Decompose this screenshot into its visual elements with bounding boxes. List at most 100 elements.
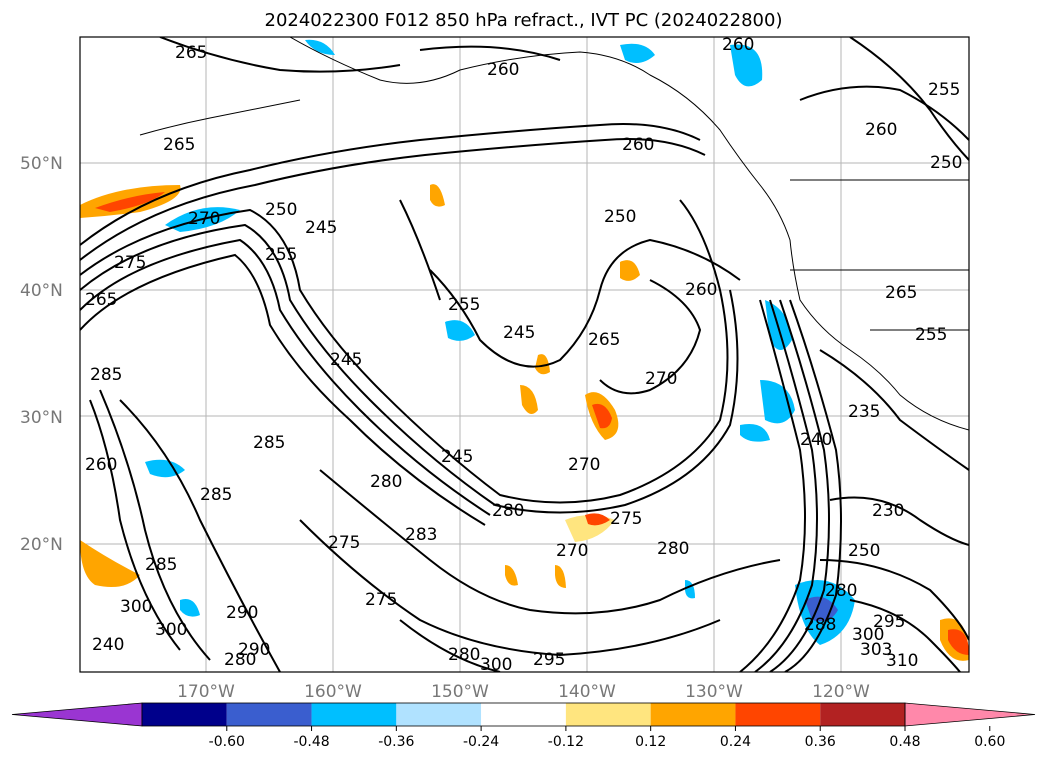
colorbar-tick-label: 0.12 — [635, 734, 666, 750]
colorbar-tick-label: -0.48 — [293, 734, 329, 750]
colorbar-tick-label: 0.24 — [720, 734, 751, 750]
contour-label: 250 — [604, 207, 636, 227]
contour-label: 250 — [930, 153, 962, 173]
contour-label: 280 — [370, 472, 402, 492]
longitude-labels: 170°W 160°W 150°W 140°W 130°W 120°W — [177, 682, 870, 702]
contour-label: 280 — [224, 650, 256, 670]
contour-label: 285 — [145, 555, 177, 575]
contour-label: 265 — [588, 330, 620, 350]
contour-label: 260 — [685, 280, 717, 300]
contour-label: 270 — [568, 455, 600, 475]
contour-label: 250 — [265, 200, 297, 220]
lon-label-130W: 130°W — [685, 682, 743, 702]
colorbar-tick-label: 0.36 — [805, 734, 836, 750]
contour-label: 255 — [265, 245, 297, 265]
contour-label: 265 — [175, 43, 207, 63]
contour-label: 240 — [800, 430, 832, 450]
contour-label: 295 — [873, 612, 905, 632]
colorbar-segment — [735, 703, 821, 726]
contour-label: 285 — [253, 433, 285, 453]
contour-label: 300 — [155, 620, 187, 640]
contour-labels: 265 260 260 255 260 250 265 250 245 250 … — [85, 35, 962, 675]
lon-label-170W: 170°W — [177, 682, 235, 702]
contour-label: 290 — [226, 603, 258, 623]
contour-label: 260 — [85, 455, 117, 475]
contour-label: 275 — [365, 590, 397, 610]
lon-label-150W: 150°W — [431, 682, 489, 702]
colorbar-segment — [481, 703, 566, 726]
contour-label: 310 — [886, 651, 918, 671]
contour-label: 280 — [657, 539, 689, 559]
contour-label: 260 — [622, 135, 654, 155]
colorbar-tick-label: -0.24 — [463, 734, 499, 750]
lat-label-20N: 20°N — [20, 535, 63, 555]
colorbar-ticks: -0.60 -0.48 -0.36 -0.24 -0.12 0.12 0.24 0.36 0.4… — [209, 726, 1005, 750]
colorbar-extend-max — [904, 702, 1036, 727]
colorbar-extend-min — [11, 702, 143, 727]
contour-label: 275 — [114, 253, 146, 273]
contour-label: 275 — [328, 533, 360, 553]
contour-label: 285 — [200, 485, 232, 505]
contour-label: 265 — [85, 290, 117, 310]
colorbar-tick-label: -0.12 — [548, 734, 584, 750]
contour-label: 270 — [556, 541, 588, 561]
contour-label: 235 — [848, 402, 880, 422]
contour-label: 285 — [90, 365, 122, 385]
contour-label: 290 — [238, 640, 270, 660]
contour-label: 245 — [503, 323, 535, 343]
contour-label: 300 — [480, 655, 512, 675]
lon-label-140W: 140°W — [558, 682, 616, 702]
contour-label: 255 — [448, 295, 480, 315]
contour-label: 250 — [848, 541, 880, 561]
map-panel: 265 260 260 255 260 250 265 250 245 250 … — [80, 35, 969, 675]
colorbar-segment — [311, 703, 397, 726]
contour-label: 245 — [441, 447, 473, 467]
colorbar-segment — [820, 703, 905, 726]
contour-label: 300 — [120, 597, 152, 617]
contour-label: 245 — [330, 350, 362, 370]
lat-label-40N: 40°N — [20, 281, 63, 301]
lon-label-160W: 160°W — [304, 682, 362, 702]
contour-label: 283 — [405, 525, 437, 545]
colorbar: -0.60 -0.48 -0.36 -0.24 -0.12 0.12 0.24 0.36 0.4… — [11, 702, 1036, 750]
contour-label: 260 — [487, 60, 519, 80]
colorbar-segments — [11, 702, 1036, 727]
map-frame — [79, 36, 970, 673]
contour-label: 245 — [305, 218, 337, 238]
contour-label: 288 — [804, 615, 836, 635]
lat-label-50N: 50°N — [20, 154, 63, 174]
contour-label: 270 — [188, 209, 220, 229]
colorbar-segment — [396, 703, 482, 726]
colorbar-segment — [565, 703, 651, 726]
colorbar-tick-label: -0.36 — [378, 734, 414, 750]
contour-label: 255 — [928, 80, 960, 100]
contour-label: 280 — [448, 645, 480, 665]
contours — [80, 37, 969, 672]
colorbar-tick-label: -0.60 — [209, 734, 245, 750]
contour-label: 303 — [860, 640, 892, 660]
contour-label: 230 — [872, 501, 904, 521]
contour-label: 255 — [915, 325, 947, 345]
colorbar-segment — [226, 703, 312, 726]
colorbar-frame — [141, 702, 906, 727]
contour-label: 260 — [722, 35, 754, 55]
contour-label: 260 — [865, 120, 897, 140]
contour-label: 270 — [645, 369, 677, 389]
colorbar-segment — [650, 703, 736, 726]
latitude-labels: 50°N 40°N 30°N 20°N — [20, 154, 63, 555]
colorbar-tick-label: 0.48 — [889, 734, 920, 750]
coastline — [139, 37, 969, 431]
contour-label: 280 — [825, 581, 857, 601]
lon-label-120W: 120°W — [812, 682, 870, 702]
contour-label: 265 — [163, 135, 195, 155]
contour-label: 275 — [610, 509, 642, 529]
colorbar-segment — [142, 703, 227, 726]
contour-label: 280 — [492, 501, 524, 521]
contour-label: 265 — [885, 283, 917, 303]
gridlines — [80, 37, 969, 672]
contour-label: 240 — [92, 635, 124, 655]
colorbar-tick-label: 0.60 — [974, 734, 1005, 750]
contour-label: 300 — [852, 625, 884, 645]
lat-label-30N: 30°N — [20, 408, 63, 428]
